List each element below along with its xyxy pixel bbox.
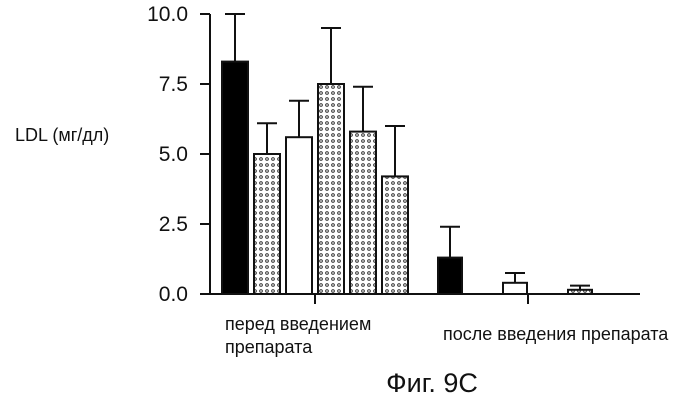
y-tick-label: 5.0: [159, 143, 188, 166]
y-tick-label: 10.0: [147, 3, 188, 26]
bar: [567, 288, 593, 295]
bar: [317, 83, 345, 295]
group-ticks: [314, 294, 529, 304]
category-labels: перед введением препарата после введения п…: [225, 314, 669, 357]
category-label: после введения препарата: [443, 324, 669, 344]
y-tick-label: 7.5: [159, 73, 188, 96]
bar: [285, 136, 313, 295]
plot-area: 0.0 2.5 5.0 7.5 10.0 LDL (мг/дл) перед введе…: [15, 3, 669, 398]
bars-layer: [221, 13, 593, 296]
y-tick-label: 2.5: [159, 213, 188, 236]
bar: [221, 60, 249, 295]
bar: [437, 256, 463, 296]
bar: [349, 130, 377, 295]
bar: [381, 175, 409, 295]
bar: [502, 281, 528, 295]
category-label: перед введением: [225, 314, 371, 334]
category-label: препарата: [225, 337, 313, 357]
figure-caption: Фиг. 9С: [386, 368, 478, 398]
y-axis-label: LDL (мг/дл): [15, 125, 109, 145]
bar: [253, 153, 281, 295]
y-ticks: 0.0 2.5 5.0 7.5 10.0: [147, 3, 210, 306]
y-tick-label: 0.0: [159, 283, 188, 306]
